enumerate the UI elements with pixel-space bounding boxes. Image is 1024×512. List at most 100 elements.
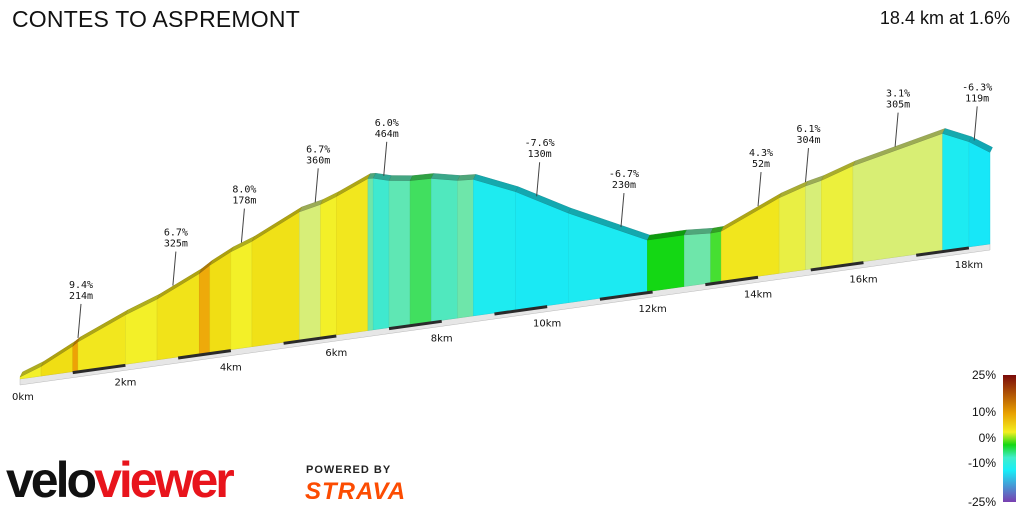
annotation-grade: 9.4%: [69, 280, 93, 291]
annotation-grade: -6.3%: [962, 82, 992, 93]
x-tick-label: 4km: [220, 363, 242, 374]
x-tick-label: 16km: [849, 275, 877, 286]
x-tick-label: 12km: [638, 304, 666, 315]
profile-segment: [299, 204, 321, 341]
annotation-length: 130m: [528, 149, 552, 160]
profile-segment-top: [968, 136, 993, 153]
annotation-length: 230m: [612, 180, 636, 191]
annotation-grade: 6.7%: [306, 144, 330, 155]
profile-segment: [251, 211, 300, 347]
profile-segment: [684, 232, 711, 287]
annotation-leader-line: [383, 141, 388, 176]
logo-part-velo: velo: [6, 452, 97, 508]
distance-scale-bar: [494, 305, 548, 316]
profile-segment: [720, 197, 780, 282]
annotation-length: 119m: [965, 93, 989, 104]
annotation-grade: 3.1%: [886, 89, 910, 100]
annotation-leader-line: [314, 168, 319, 203]
annotation-grade: 8.0%: [232, 185, 256, 196]
profile-segment: [72, 341, 79, 372]
profile-segment: [388, 180, 411, 328]
x-tick-label: 6km: [325, 348, 347, 359]
x-tick-label: 0km: [12, 392, 34, 403]
legend-tick-label: -10%: [968, 456, 996, 470]
route-summary: 18.4 km at 1.6%: [879, 8, 1010, 28]
annotation-length: 360m: [306, 155, 330, 166]
distance-scale-bar: [599, 290, 653, 301]
x-tick-label: 2km: [114, 377, 136, 388]
distance-scale-bar: [283, 334, 337, 345]
profile-segment: [821, 165, 854, 268]
profile-segment-top: [457, 174, 477, 181]
profile-segment: [320, 196, 337, 338]
annotation-length: 214m: [69, 291, 93, 302]
annotation-length: 325m: [164, 239, 188, 250]
annotation-leader-line: [973, 106, 978, 141]
grade-annotations: 9.4%214m6.7%325m8.0%178m6.7%360m6.0%464m…: [69, 82, 992, 338]
annotation-leader-line: [620, 193, 625, 228]
x-tick-label: 10km: [533, 319, 561, 330]
profile-segment: [409, 178, 432, 325]
profile-segment: [968, 141, 991, 248]
profile-segment: [457, 179, 474, 319]
legend-tick-label: 0%: [979, 431, 997, 445]
profile-segment: [473, 179, 516, 317]
distance-scale-bar: [810, 261, 864, 272]
profile-segment: [77, 314, 126, 372]
legend-tick-label: 25%: [972, 368, 996, 382]
legend-tick-label: 10%: [972, 405, 996, 419]
annotation-grade: 4.3%: [749, 148, 773, 159]
profile-segment: [336, 178, 369, 336]
profile-segment: [647, 234, 685, 292]
profile-segment: [373, 177, 390, 331]
annotation-leader-line: [804, 148, 809, 183]
annotation-leader-line: [894, 112, 899, 147]
legend-color-bar: [1003, 375, 1016, 502]
annotation-grade: 6.0%: [375, 118, 399, 129]
annotation-leader-line: [77, 303, 82, 338]
logo-part-viewer: viewer: [94, 452, 235, 508]
annotation-length: 305m: [886, 100, 910, 111]
brand-footer: veloviewer POWERED BY STRAVA: [6, 452, 416, 508]
profile-segment: [710, 231, 722, 284]
gradient-legend: 25% 10% 0% -10% -25%: [968, 368, 1016, 509]
annotation-leader-line: [172, 251, 177, 286]
distance-scale-bar: [72, 363, 126, 375]
annotation-grade: 6.7%: [164, 228, 188, 239]
annotation-leader-line: [240, 208, 245, 243]
distance-axis: 0km 2km 4km 6km 8km 10km 12km 14km 16km 18km: [12, 246, 983, 403]
veloviewer-logo: veloviewer: [6, 452, 235, 508]
x-tick-label: 18km: [955, 260, 983, 271]
annotation-leader-line: [757, 171, 762, 207]
profile-segment: [778, 185, 806, 274]
distance-scale-bar: [388, 319, 442, 331]
profile-segment-top: [388, 175, 413, 181]
annotation-length: 52m: [752, 159, 770, 170]
profile-segment: [942, 133, 970, 251]
page-title: CONTES TO ASPREMONT: [12, 6, 300, 32]
annotation-grade: -7.6%: [525, 138, 555, 149]
profile-segment: [805, 180, 822, 270]
profile-segment: [209, 251, 232, 353]
distance-scale-bar: [177, 349, 232, 360]
profile-segment: [367, 178, 374, 331]
strava-logo: STRAVA: [305, 478, 407, 505]
legend-tick-label: -25%: [968, 495, 996, 509]
annotation-length: 178m: [232, 196, 256, 207]
distance-scale-bar: [915, 246, 970, 257]
x-tick-label: 8km: [431, 333, 453, 344]
annotation-leader-line: [536, 162, 541, 197]
powered-by-label: POWERED BY: [306, 464, 392, 476]
profile-segment: [430, 178, 458, 323]
profile-segment: [230, 241, 253, 350]
profile-segments: [19, 128, 993, 386]
profile-segment: [199, 264, 210, 355]
profile-segment: [852, 133, 943, 264]
x-tick-label: 14km: [744, 289, 772, 300]
annotation-grade: -6.7%: [609, 169, 639, 180]
annotation-length: 464m: [375, 129, 399, 140]
annotation-grade: 6.1%: [796, 124, 820, 135]
annotation-length: 304m: [796, 135, 820, 146]
distance-scale-bar: [705, 275, 759, 287]
